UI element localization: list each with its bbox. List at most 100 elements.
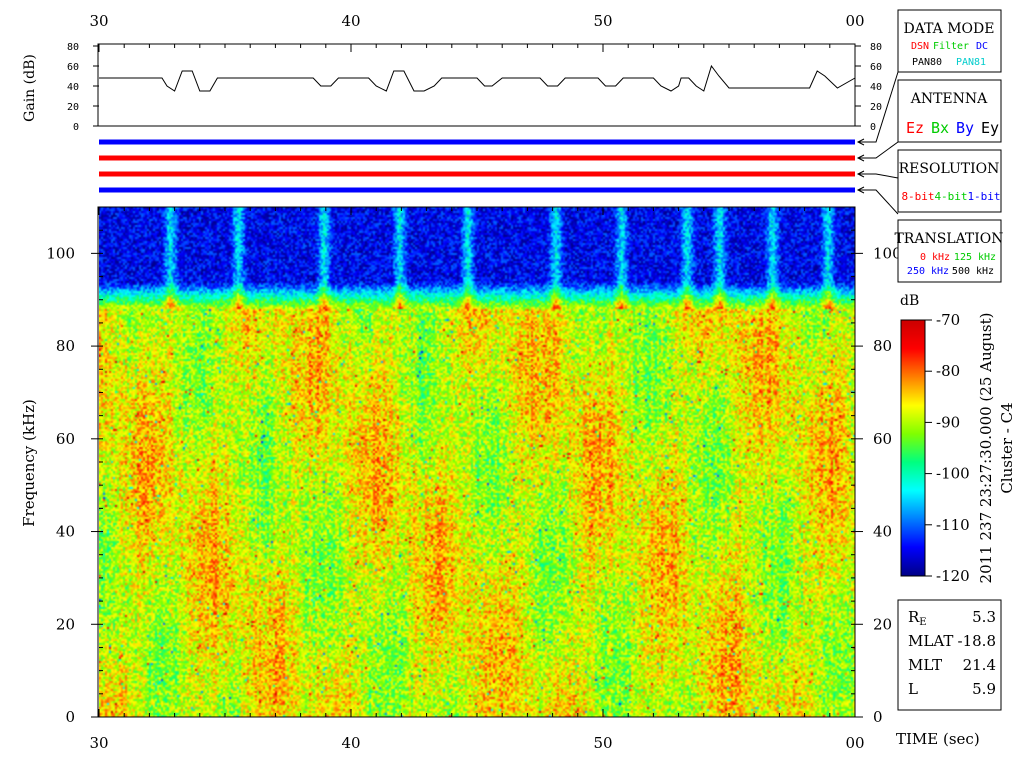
panel-item-label: Filter <box>933 41 969 52</box>
bottom-time-label: 00 <box>845 734 864 752</box>
bottom-time-label: 50 <box>593 734 612 752</box>
panel-item-label: Bx <box>931 119 949 137</box>
spacecraft-caption: Cluster - C4 <box>998 402 1016 493</box>
connector-data-mode <box>858 71 899 143</box>
antenna-title: ANTENNA <box>910 91 988 107</box>
top-time-label: 30 <box>89 12 108 30</box>
gain-tick-label: 40 <box>67 82 79 93</box>
gain-tick-label-right: 20 <box>870 102 882 113</box>
connector-translation <box>858 189 899 215</box>
translation-row2: 250 kHz 500 kHz <box>907 266 994 277</box>
gain-tick-label: 0 <box>73 122 79 133</box>
resolution-panel: RESOLUTION 8-bit 4-bit 1-bit <box>897 149 1002 213</box>
panel-item-label: 250 kHz <box>907 266 949 277</box>
translation-panel: TRANSLATION 0 kHz 125 kHz 250 kHz 500 kHz <box>894 219 1004 283</box>
data-mode-row1: DSN Filter DC <box>911 41 988 52</box>
freq-tick-label: 80 <box>56 337 75 355</box>
gain-plot-frame <box>97 43 856 127</box>
colorbar: dB -70 -80 -90 -100 -110 -120 <box>900 293 970 585</box>
freq-tick-label: 100 <box>46 244 75 262</box>
antenna-panel: ANTENNA Ez Bx By Ey <box>897 79 1002 143</box>
translation-title: TRANSLATION <box>894 231 1003 247</box>
data-mode-title: DATA MODE <box>904 21 995 37</box>
freq-tick-label: 20 <box>56 615 75 633</box>
top-time-label: 50 <box>593 12 612 30</box>
arrow-antenna <box>856 154 865 162</box>
antenna-row: Ez Bx By Ey <box>906 119 999 137</box>
freq-tick-label-right: 40 <box>873 523 892 541</box>
translation-frame <box>897 219 1002 283</box>
freq-tick-label: 40 <box>56 523 75 541</box>
panel-item-label: PAN80 <box>912 57 942 68</box>
colorbar-label: dB <box>900 293 919 309</box>
panel-item-label: PAN81 <box>956 57 986 68</box>
frequency-axis-label: Frequency (kHz) <box>20 399 38 527</box>
antenna-frame <box>897 79 1002 143</box>
colorbar-tick-label: -100 <box>936 465 970 483</box>
panel-item-label: 4-bit <box>934 190 967 203</box>
orbit-param-value: 5.3 <box>972 608 996 626</box>
gain-panel: 0 0 20 20 40 40 60 60 80 80 Gain (dB) <box>22 42 882 133</box>
gain-tick-label: 60 <box>67 62 79 73</box>
panel-item-label: 500 kHz <box>952 266 994 277</box>
colorbar-gradient <box>901 320 925 576</box>
gain-tick-label-right: 60 <box>870 62 882 73</box>
data-mode-panel: DATA MODE DSN Filter DC PAN80 PAN81 <box>897 9 1002 73</box>
orbit-param-label: MLT <box>908 656 942 674</box>
orbit-param-subscript: E <box>919 617 926 628</box>
gain-tick-label-right: 80 <box>870 42 882 53</box>
colorbar-tick-label: -70 <box>936 311 960 329</box>
panel-item-label: 1-bit <box>967 190 1000 203</box>
orbit-param-value: 21.4 <box>963 656 996 674</box>
freq-tick-label: 60 <box>56 430 75 448</box>
data-mode-row2: PAN80 PAN81 <box>912 57 986 68</box>
time-axis-label: TIME (sec) <box>896 730 980 748</box>
gain-tick-label-right: 0 <box>870 122 876 133</box>
top-time-axis: 30 40 50 00 <box>89 12 864 30</box>
data-mode-frame <box>897 9 1002 73</box>
gain-axis-label: Gain (dB) <box>22 54 38 122</box>
gain-tick-label: 80 <box>67 42 79 53</box>
arrow-translation <box>856 186 865 194</box>
translation-row1: 0 kHz 125 kHz <box>920 252 996 263</box>
panel-item-label: Ez <box>906 119 924 137</box>
bottom-time-label: 40 <box>341 734 360 752</box>
orbit-param-value: 5.9 <box>972 680 996 698</box>
orbit-param-value: -18.8 <box>958 632 996 650</box>
spectrogram-image <box>99 207 855 717</box>
panel-item-label: By <box>956 119 974 137</box>
panel-item-label: Ey <box>981 119 999 137</box>
resolution-row: 8-bit 4-bit 1-bit <box>901 190 1000 203</box>
arrow-data-mode <box>856 138 865 146</box>
connector-resolution <box>858 173 899 179</box>
resolution-frame <box>897 149 1002 213</box>
connector-antenna <box>858 141 899 159</box>
freq-tick-label-right: 60 <box>873 430 892 448</box>
top-time-label: 00 <box>845 12 864 30</box>
panel-item-label: 0 kHz <box>920 252 950 263</box>
resolution-title: RESOLUTION <box>899 161 1000 177</box>
colorbar-ticks: -70 -80 -90 -100 -110 -120 <box>925 311 970 585</box>
colorbar-frame <box>900 319 926 577</box>
gain-series-line <box>99 64 856 92</box>
panel-item-label: DC <box>976 41 988 52</box>
timestamp-caption: 2011 237 23:27:30.000 (25 August) <box>977 313 995 584</box>
orbit-frame <box>897 599 1002 711</box>
colorbar-tick-label: -90 <box>936 413 960 431</box>
freq-tick-label-right: 80 <box>873 337 892 355</box>
bottom-time-label: 30 <box>89 734 108 752</box>
orbit-param-label: MLAT <box>908 632 953 650</box>
status-lines <box>99 139 855 193</box>
orbit-param-label: L <box>908 680 918 698</box>
gain-axis: 0 0 20 20 40 40 60 60 80 80 <box>67 42 882 133</box>
colorbar-tick-label: -80 <box>936 362 960 380</box>
panel-connectors <box>856 71 899 215</box>
freq-tick-label-right: 100 <box>873 244 902 262</box>
freq-tick-label-right: 0 <box>873 708 883 726</box>
freq-tick-label-right: 20 <box>873 615 892 633</box>
